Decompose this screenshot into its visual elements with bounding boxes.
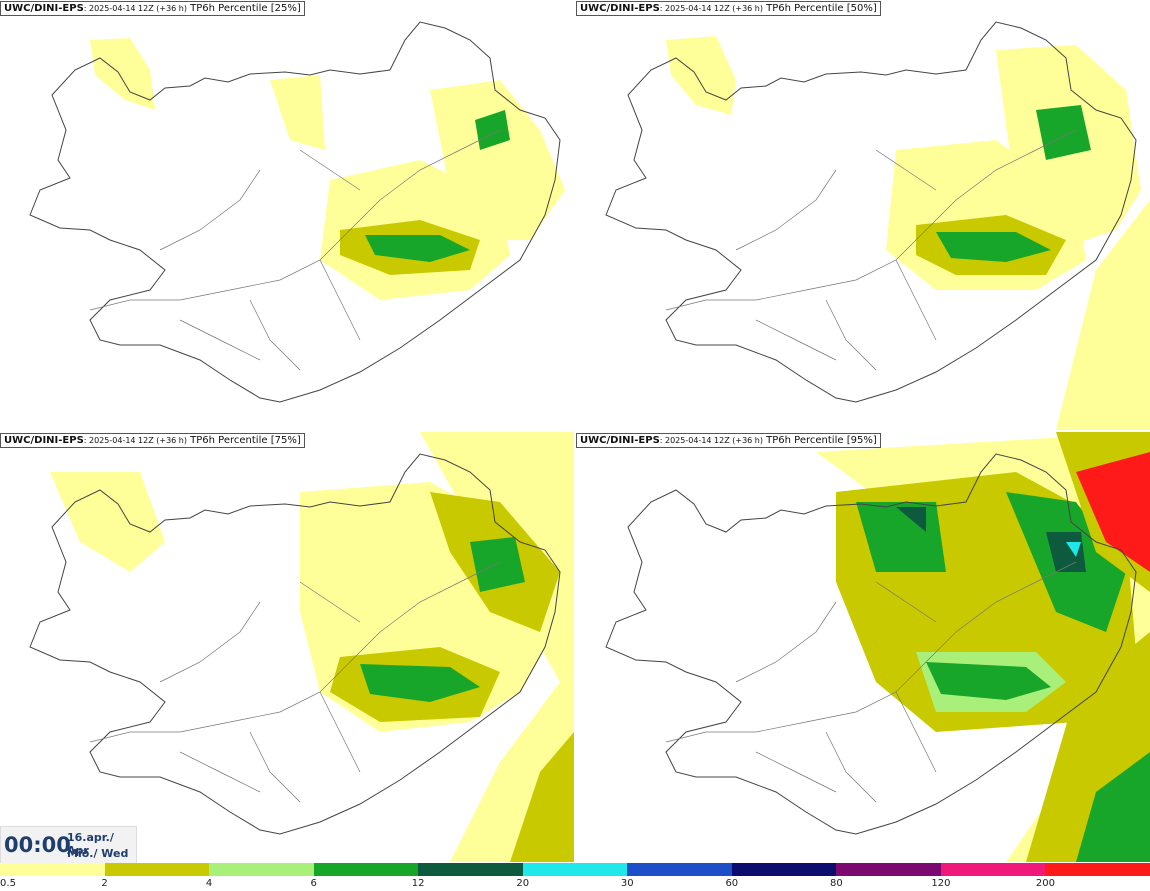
precip-map bbox=[576, 432, 1150, 862]
precip-map bbox=[29, 21, 565, 403]
legend-swatch bbox=[522, 863, 628, 876]
legend-swatch bbox=[0, 863, 105, 876]
panel-title: UWC/DINI-EPS: 2025-04-14 12Z (+36 h) TP6… bbox=[576, 433, 881, 448]
legend-tick-label: 20 bbox=[516, 878, 530, 889]
legend-swatch bbox=[1045, 863, 1150, 876]
legend-tick-label: 0.5 bbox=[0, 878, 16, 889]
legend-swatch bbox=[313, 863, 419, 876]
valid-time-box: 00:00 16.apr./ Apr Mið./ Wed bbox=[0, 826, 137, 864]
precip-map bbox=[605, 21, 1150, 430]
legend-tick-label: 60 bbox=[725, 878, 739, 889]
panel-title: UWC/DINI-EPS: 2025-04-14 12Z (+36 h) TP6… bbox=[0, 1, 305, 16]
legend-swatch bbox=[836, 863, 941, 876]
legend-tick-label: 12 bbox=[411, 878, 425, 889]
color-legend: 0.5 2 4 6 12 20 30 60 80 120 200 bbox=[0, 863, 1150, 891]
legend-tick-label: 30 bbox=[620, 878, 634, 889]
panel-title: UWC/DINI-EPS: 2025-04-14 12Z (+36 h) TP6… bbox=[0, 433, 305, 448]
legend-swatch bbox=[940, 863, 1046, 876]
valid-time: 00:00 bbox=[4, 833, 71, 857]
legend-tick-label: 2 bbox=[101, 878, 108, 889]
legend-color-bar bbox=[0, 863, 1150, 876]
legend-swatch bbox=[209, 863, 314, 876]
legend-tick-label: 6 bbox=[310, 878, 317, 889]
legend-tick-label: 80 bbox=[829, 878, 843, 889]
map-panel-p95: UWC/DINI-EPS: 2025-04-14 12Z (+36 h) TP6… bbox=[576, 432, 1150, 862]
legend-swatch bbox=[104, 863, 210, 876]
legend-swatch bbox=[731, 863, 837, 876]
legend-swatch bbox=[627, 863, 732, 876]
valid-date: 16.apr./ Apr bbox=[67, 831, 114, 857]
legend-tick-label: 4 bbox=[205, 878, 213, 889]
panel-title: UWC/DINI-EPS: 2025-04-14 12Z (+36 h) TP6… bbox=[576, 1, 881, 16]
legend-tick-label: 120 bbox=[931, 878, 951, 889]
legend-tick-label: 200 bbox=[1035, 878, 1055, 889]
legend-swatch bbox=[418, 863, 523, 876]
valid-weekday: Mið./ Wed bbox=[67, 847, 129, 860]
map-panel-p50: UWC/DINI-EPS: 2025-04-14 12Z (+36 h) TP6… bbox=[576, 0, 1150, 430]
precip-map bbox=[29, 432, 574, 862]
map-panel-p25: UWC/DINI-EPS: 2025-04-14 12Z (+36 h) TP6… bbox=[0, 0, 574, 430]
map-panel-p75: UWC/DINI-EPS: 2025-04-14 12Z (+36 h) TP6… bbox=[0, 432, 574, 862]
